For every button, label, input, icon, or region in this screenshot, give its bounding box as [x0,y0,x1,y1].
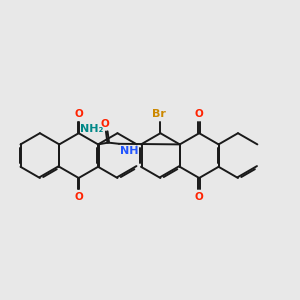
Text: O: O [195,110,204,119]
Text: NH: NH [120,146,139,156]
Text: O: O [101,119,110,129]
Text: O: O [74,192,83,202]
Text: NH₂: NH₂ [80,124,103,134]
Text: O: O [195,192,204,202]
Text: Br: Br [152,110,166,119]
Text: O: O [74,110,83,119]
